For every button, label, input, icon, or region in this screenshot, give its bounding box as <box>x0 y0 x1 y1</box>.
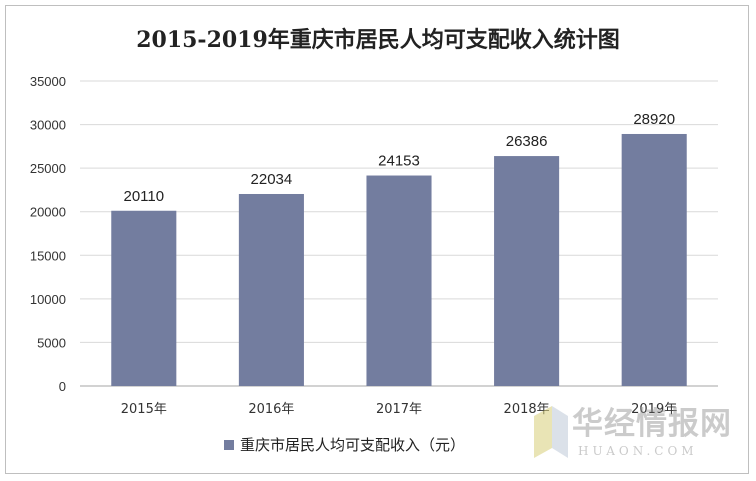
y-tick-label: 10000 <box>30 292 66 307</box>
legend: 重庆市居民人均可支配收入（元） <box>224 436 465 454</box>
bars <box>111 133 687 386</box>
y-tick-label: 20000 <box>30 205 66 220</box>
y-axis-tick-labels: 0 5000 10000 15000 20000 25000 30000 35000 <box>30 74 66 394</box>
data-labels: 20110 22034 24153 26386 28920 <box>123 111 675 205</box>
chart-title: 2015-2019年重庆市居民人均可支配收入统计图 <box>136 27 620 53</box>
watermark-text: 华经情报网 <box>572 406 732 442</box>
y-tick-label: 35000 <box>30 74 66 89</box>
watermark-logo-icon <box>534 406 568 458</box>
x-category-label: 2015年 <box>121 402 167 417</box>
y-tick-label: 15000 <box>30 248 66 263</box>
x-category-label: 2017年 <box>376 402 422 417</box>
legend-swatch <box>224 440 234 450</box>
x-category-label: 2016年 <box>248 402 294 417</box>
y-tick-label: 5000 <box>37 335 66 350</box>
data-label: 22034 <box>251 171 293 188</box>
y-tick-label: 25000 <box>30 161 66 176</box>
bar <box>238 193 304 386</box>
legend-label: 重庆市居民人均可支配收入（元） <box>240 436 465 454</box>
data-label: 24153 <box>378 153 420 170</box>
bar <box>494 156 560 386</box>
watermark-subtext: HUAON.COM <box>578 444 698 458</box>
data-label: 26386 <box>506 133 548 150</box>
x-category-label: 2019年 <box>631 402 677 417</box>
bar <box>366 175 432 386</box>
x-category-label: 2018年 <box>504 402 550 417</box>
watermark: 华经情报网 HUAON.COM <box>528 398 753 468</box>
bar <box>621 133 687 386</box>
bar <box>111 210 177 386</box>
x-axis-category-labels: 2015年 2016年 2017年 2018年 2019年 <box>121 402 677 417</box>
y-tick-label: 30000 <box>30 118 66 133</box>
data-label: 20110 <box>123 188 164 205</box>
y-tick-label: 0 <box>59 379 66 394</box>
data-label: 28920 <box>633 111 675 128</box>
